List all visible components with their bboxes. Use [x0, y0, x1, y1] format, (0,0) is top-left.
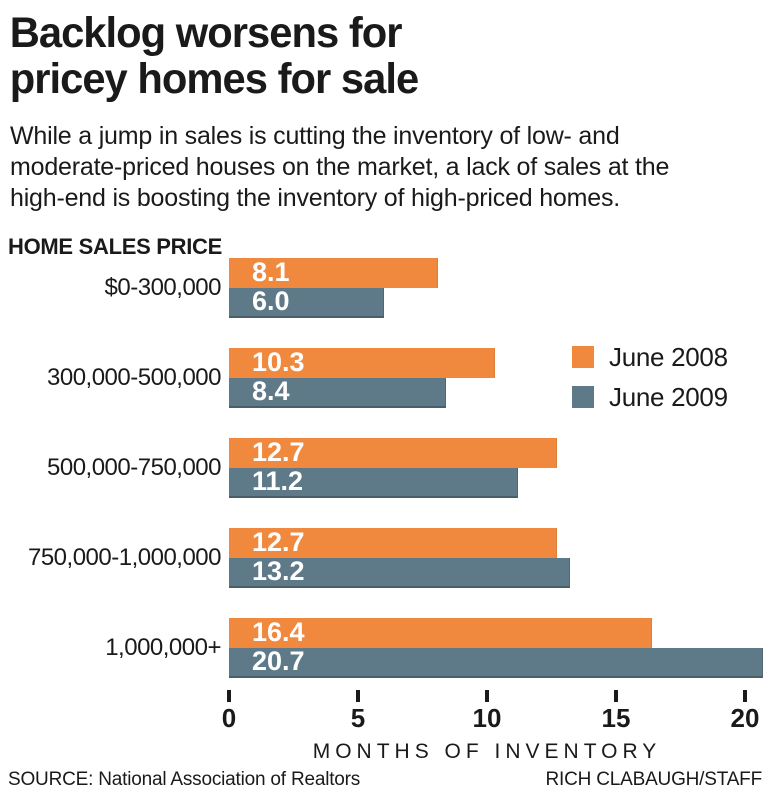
source-credit: SOURCE: National Association of Realtors	[8, 769, 361, 790]
chart-subtitle: While a jump in sales is cutting the inv…	[10, 121, 670, 212]
legend-item: June 2009	[572, 382, 728, 412]
bar-value-label: 13.2	[252, 556, 305, 587]
category-label: 500,000-750,000	[47, 453, 222, 481]
tick-mark	[227, 689, 231, 702]
legend-swatch	[572, 346, 594, 368]
footer: SOURCE: National Association of Realtors…	[0, 769, 770, 791]
bar-value-label: 6.0	[252, 286, 290, 317]
axis-category-heading: HOME SALES PRICE	[8, 233, 223, 259]
bar-june-2009: 20.7	[229, 646, 763, 678]
bar-june-2008: 16.4	[229, 617, 652, 648]
category-label: 1,000,000+	[105, 633, 221, 661]
legend-swatch	[572, 386, 594, 408]
category-label: 750,000-1,000,000	[27, 543, 222, 571]
legend-label: June 2009	[609, 381, 728, 412]
chart-row: 300,000-500,000 10.3 8.4	[0, 347, 770, 408]
bar-june-2009: 11.2	[229, 466, 518, 498]
bar-value-label: 10.3	[252, 347, 305, 378]
bar-value-label: 20.7	[252, 646, 305, 677]
bar-june-2009: 8.4	[229, 376, 446, 408]
bar-june-2008: 12.7	[229, 437, 557, 468]
chart-title: Backlog worsens for pricey homes for sal…	[9, 9, 419, 104]
bar-group: 12.7 11.2	[229, 437, 770, 498]
bar-value-label: 16.4	[252, 617, 305, 648]
bar-june-2008: 10.3	[229, 347, 495, 378]
bar-value-label: 8.1	[252, 257, 290, 288]
bar-chart: $0-300,000 8.1 6.0 300,000-500,000 10.3 8.4 50…	[0, 257, 770, 770]
bar-value-label: 12.7	[252, 527, 305, 558]
bar-group: 16.4 20.7	[229, 617, 770, 678]
artist-credit: RICH CLABAUGH/STAFF	[545, 769, 763, 790]
bar-value-label: 12.7	[252, 437, 305, 468]
bar-rows: $0-300,000 8.1 6.0 300,000-500,000 10.3 8.4 50…	[0, 257, 770, 678]
chart-row: 1,000,000+ 16.4 20.7	[0, 617, 770, 678]
chart-row: 750,000-1,000,000 12.7 13.2	[0, 527, 770, 588]
tick-label: 5	[350, 702, 366, 733]
x-axis: 0 5 10 15 20 MONTHS OF INVENTORY	[222, 689, 770, 770]
tick-mark	[485, 689, 489, 702]
bar-group: 8.1 6.0	[229, 257, 770, 318]
category-label: $0-300,000	[104, 273, 222, 301]
tick-mark	[743, 689, 747, 702]
legend-item: June 2008	[572, 342, 728, 372]
legend-label: June 2008	[609, 341, 728, 372]
tick-mark	[614, 689, 618, 702]
x-axis-label: MONTHS OF INVENTORY	[312, 739, 662, 763]
bar-value-label: 8.4	[252, 376, 290, 407]
bar-june-2008: 8.1	[229, 257, 438, 288]
chart-row: 500,000-750,000 12.7 11.2	[0, 437, 770, 498]
tick-mark	[356, 689, 360, 702]
bar-group: 10.3 8.4	[229, 347, 770, 408]
bar-group: 12.7 13.2	[229, 527, 770, 588]
tick-label: 15	[601, 702, 631, 733]
tick-label: 10	[472, 702, 502, 733]
chart-row: $0-300,000 8.1 6.0	[0, 257, 770, 318]
bar-june-2009: 6.0	[229, 286, 384, 318]
category-label: 300,000-500,000	[47, 363, 222, 391]
tick-label: 20	[730, 702, 760, 733]
bar-value-label: 11.2	[252, 466, 304, 497]
bar-june-2009: 13.2	[229, 556, 570, 588]
legend: June 2008 June 2009	[572, 342, 728, 422]
tick-label: 0	[221, 702, 237, 733]
bar-june-2008: 12.7	[229, 527, 557, 558]
